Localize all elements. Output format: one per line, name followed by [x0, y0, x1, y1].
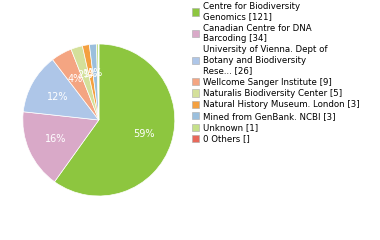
Wedge shape [97, 44, 99, 120]
Wedge shape [71, 46, 99, 120]
Text: 1%: 1% [83, 69, 98, 78]
Text: 59%: 59% [133, 129, 154, 139]
Legend: Centre for Biodiversity
Genomics [121], Canadian Centre for DNA
Barcoding [34], : Centre for Biodiversity Genomics [121], … [190, 0, 361, 145]
Text: 1%: 1% [87, 68, 103, 78]
Wedge shape [23, 112, 99, 182]
Wedge shape [54, 44, 175, 196]
Wedge shape [89, 44, 99, 120]
Text: 16%: 16% [45, 134, 66, 144]
Text: 4%: 4% [68, 74, 83, 84]
Text: 12%: 12% [47, 92, 68, 102]
Wedge shape [82, 45, 99, 120]
Text: 2%: 2% [78, 70, 93, 80]
Wedge shape [23, 60, 99, 120]
Wedge shape [52, 49, 99, 120]
